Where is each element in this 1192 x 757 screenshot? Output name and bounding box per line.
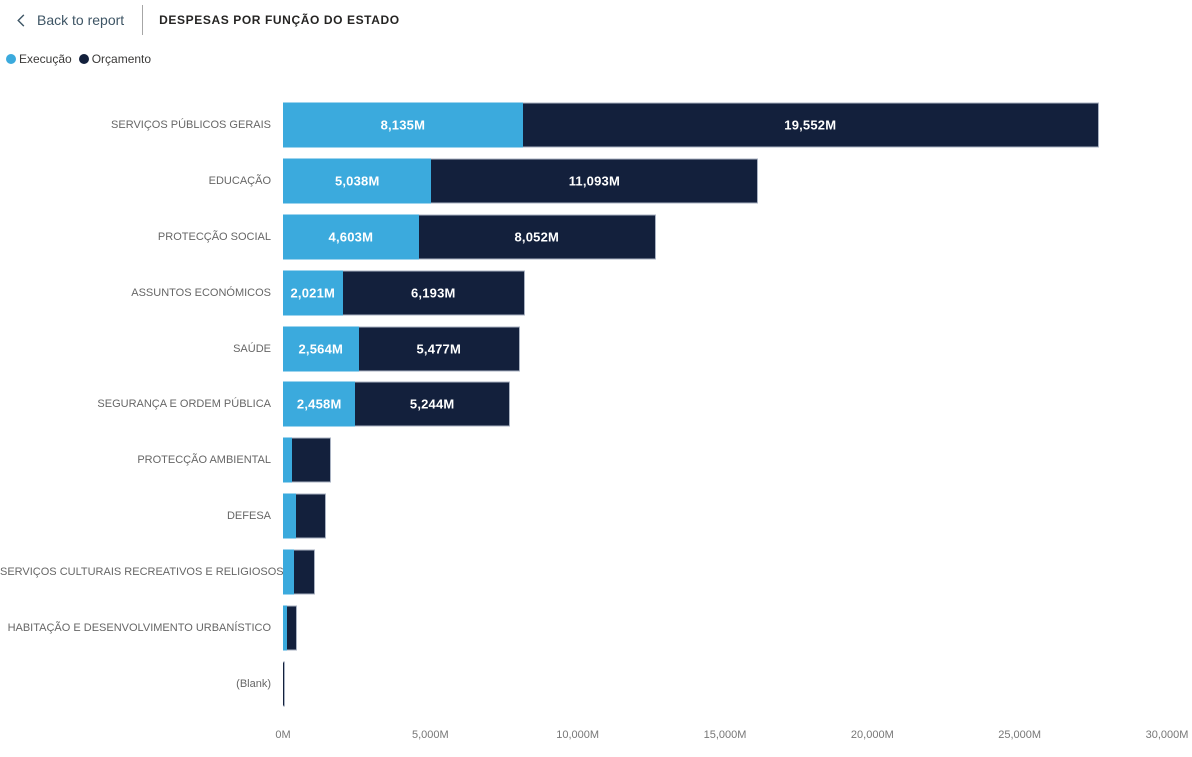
back-to-report-label: Back to report [37, 12, 125, 28]
data-label: 8,052M [514, 229, 560, 245]
bar-segment-orcamento[interactable]: 11,093M [431, 158, 759, 204]
bar-track [283, 549, 315, 595]
bar-row: PROTECÇÃO AMBIENTAL [0, 432, 1192, 488]
bar-row: (Blank) [0, 656, 1192, 712]
bar-segment-orcamento[interactable]: 5,477M [358, 326, 520, 372]
bar-row: PROTECÇÃO SOCIAL 4,603M 8,052M [0, 209, 1192, 265]
x-axis-tick-label: 10,000M [556, 729, 600, 741]
bar-row: SERVIÇOS CULTURAIS RECREATIVOS E RELIGIO… [0, 544, 1192, 600]
page-title: DESPESAS POR FUNÇÃO DO ESTADO [159, 13, 400, 27]
category-label: ASSUNTOS ECONÓMICOS [131, 286, 271, 299]
header-divider [142, 5, 144, 35]
data-label: 8,135M [380, 117, 426, 133]
data-label: 2,564M [298, 341, 344, 357]
x-axis-tick-label: 25,000M [998, 729, 1042, 741]
x-axis-tick-label: 0M [275, 729, 291, 741]
category-label: SEGURANÇA E ORDEM PÚBLICA [97, 398, 271, 411]
x-axis-tick-label: 20,000M [850, 729, 894, 741]
category-label: SAÚDE [233, 342, 271, 355]
bar-track [283, 493, 327, 539]
chart-legend: Execução Orçamento [6, 52, 151, 66]
bar-segment-execucao[interactable] [283, 549, 294, 595]
x-axis-tick-label: 30,000M [1145, 729, 1189, 741]
bar-track: 5,038M 11,093M [283, 158, 759, 204]
category-label: HABITAÇÃO E DESENVOLVIMENTO URBANÍSTICO [7, 622, 271, 635]
bar-segment-execucao[interactable]: 2,021M [283, 270, 343, 316]
bar-segment-execucao[interactable]: 5,038M [283, 158, 432, 204]
category-label: (Blank) [236, 677, 271, 690]
bar-track: 8,135M 19,552M [283, 102, 1099, 148]
data-label: 4,603M [328, 229, 374, 245]
bar-row: SAÚDE 2,564M 5,477M [0, 321, 1192, 377]
bar-segment-execucao[interactable]: 8,135M [283, 102, 523, 148]
bar-segment-execucao[interactable] [283, 493, 296, 539]
data-label: 5,038M [334, 173, 380, 189]
legend-item-orcamento[interactable]: Orçamento [78, 52, 152, 66]
legend-dot [78, 54, 89, 64]
bar-track [283, 661, 286, 707]
data-label: 5,244M [409, 396, 455, 412]
data-label: 2,458M [296, 396, 342, 412]
category-label: PROTECÇÃO AMBIENTAL [137, 454, 271, 467]
bar-segment-orcamento[interactable] [286, 605, 297, 651]
bar-segment-execucao[interactable]: 2,564M [283, 326, 359, 372]
bar-segment-orcamento[interactable] [283, 661, 286, 707]
bar-track: 2,021M 6,193M [283, 270, 526, 316]
category-label: DEFESA [226, 510, 271, 523]
category-label: PROTECÇÃO SOCIAL [157, 230, 271, 243]
bar-row: ASSUNTOS ECONÓMICOS 2,021M 6,193M [0, 265, 1192, 321]
bar-segment-execucao[interactable] [283, 437, 293, 483]
back-to-report-button[interactable]: Back to report [14, 12, 124, 28]
bar-row: SERVIÇOS PÚBLICOS GERAIS 8,135M 19,552M [0, 97, 1192, 153]
stacked-bar-chart: SERVIÇOS PÚBLICOS GERAIS 8,135M 19,552M EDU… [0, 97, 1192, 712]
bar-track [283, 605, 297, 651]
legend-label: Execução [19, 52, 72, 66]
bar-segment-execucao[interactable] [283, 605, 287, 651]
header-bar: Back to report DESPESAS POR FUNÇÃO DO ES… [0, 0, 1192, 40]
legend-label: Orçamento [91, 52, 152, 66]
category-label: EDUCAÇÃO [208, 174, 271, 187]
data-label: 5,477M [416, 341, 462, 357]
legend-dot [6, 54, 16, 64]
x-axis-tick-label: 15,000M [703, 729, 747, 741]
bar-segment-execucao[interactable]: 2,458M [283, 381, 356, 427]
bar-segment-orcamento[interactable] [293, 549, 315, 595]
bar-track: 2,564M 5,477M [283, 326, 520, 372]
data-label: 11,093M [568, 173, 620, 189]
data-label: 2,021M [290, 285, 336, 301]
bar-row: SEGURANÇA E ORDEM PÚBLICA 2,458M 5,244M [0, 377, 1192, 433]
category-label: SERVIÇOS CULTURAIS RECREATIVOS E RELIGIO… [0, 566, 284, 579]
bar-segment-orcamento[interactable]: 19,552M [522, 102, 1099, 148]
x-axis: 0M 5,000M 10,000M 15,000M 20,000M 25,000M 30,0… [0, 729, 1192, 747]
data-label: 19,552M [784, 117, 837, 133]
bar-row: DEFESA [0, 488, 1192, 544]
bar-row: EDUCAÇÃO 5,038M 11,093M [0, 153, 1192, 209]
bar-segment-execucao[interactable]: 4,603M [283, 214, 419, 260]
category-label: SERVIÇOS PÚBLICOS GERAIS [111, 118, 271, 131]
legend-item-execucao[interactable]: Execução [6, 52, 72, 66]
x-axis-tick-label: 5,000M [411, 729, 449, 741]
bar-segment-orcamento[interactable]: 6,193M [342, 270, 526, 316]
chevron-left-icon [14, 13, 29, 28]
bar-row: HABITAÇÃO E DESENVOLVIMENTO URBANÍSTICO [0, 600, 1192, 656]
bar-track: 2,458M 5,244M [283, 381, 510, 427]
bar-segment-orcamento[interactable]: 8,052M [418, 214, 656, 260]
bar-segment-orcamento[interactable]: 5,244M [355, 381, 510, 427]
data-label: 6,193M [411, 285, 456, 301]
bar-track [283, 437, 332, 483]
bar-segment-orcamento[interactable] [292, 437, 332, 483]
bar-track: 4,603M 8,052M [283, 214, 656, 260]
bar-segment-orcamento[interactable] [295, 493, 327, 539]
